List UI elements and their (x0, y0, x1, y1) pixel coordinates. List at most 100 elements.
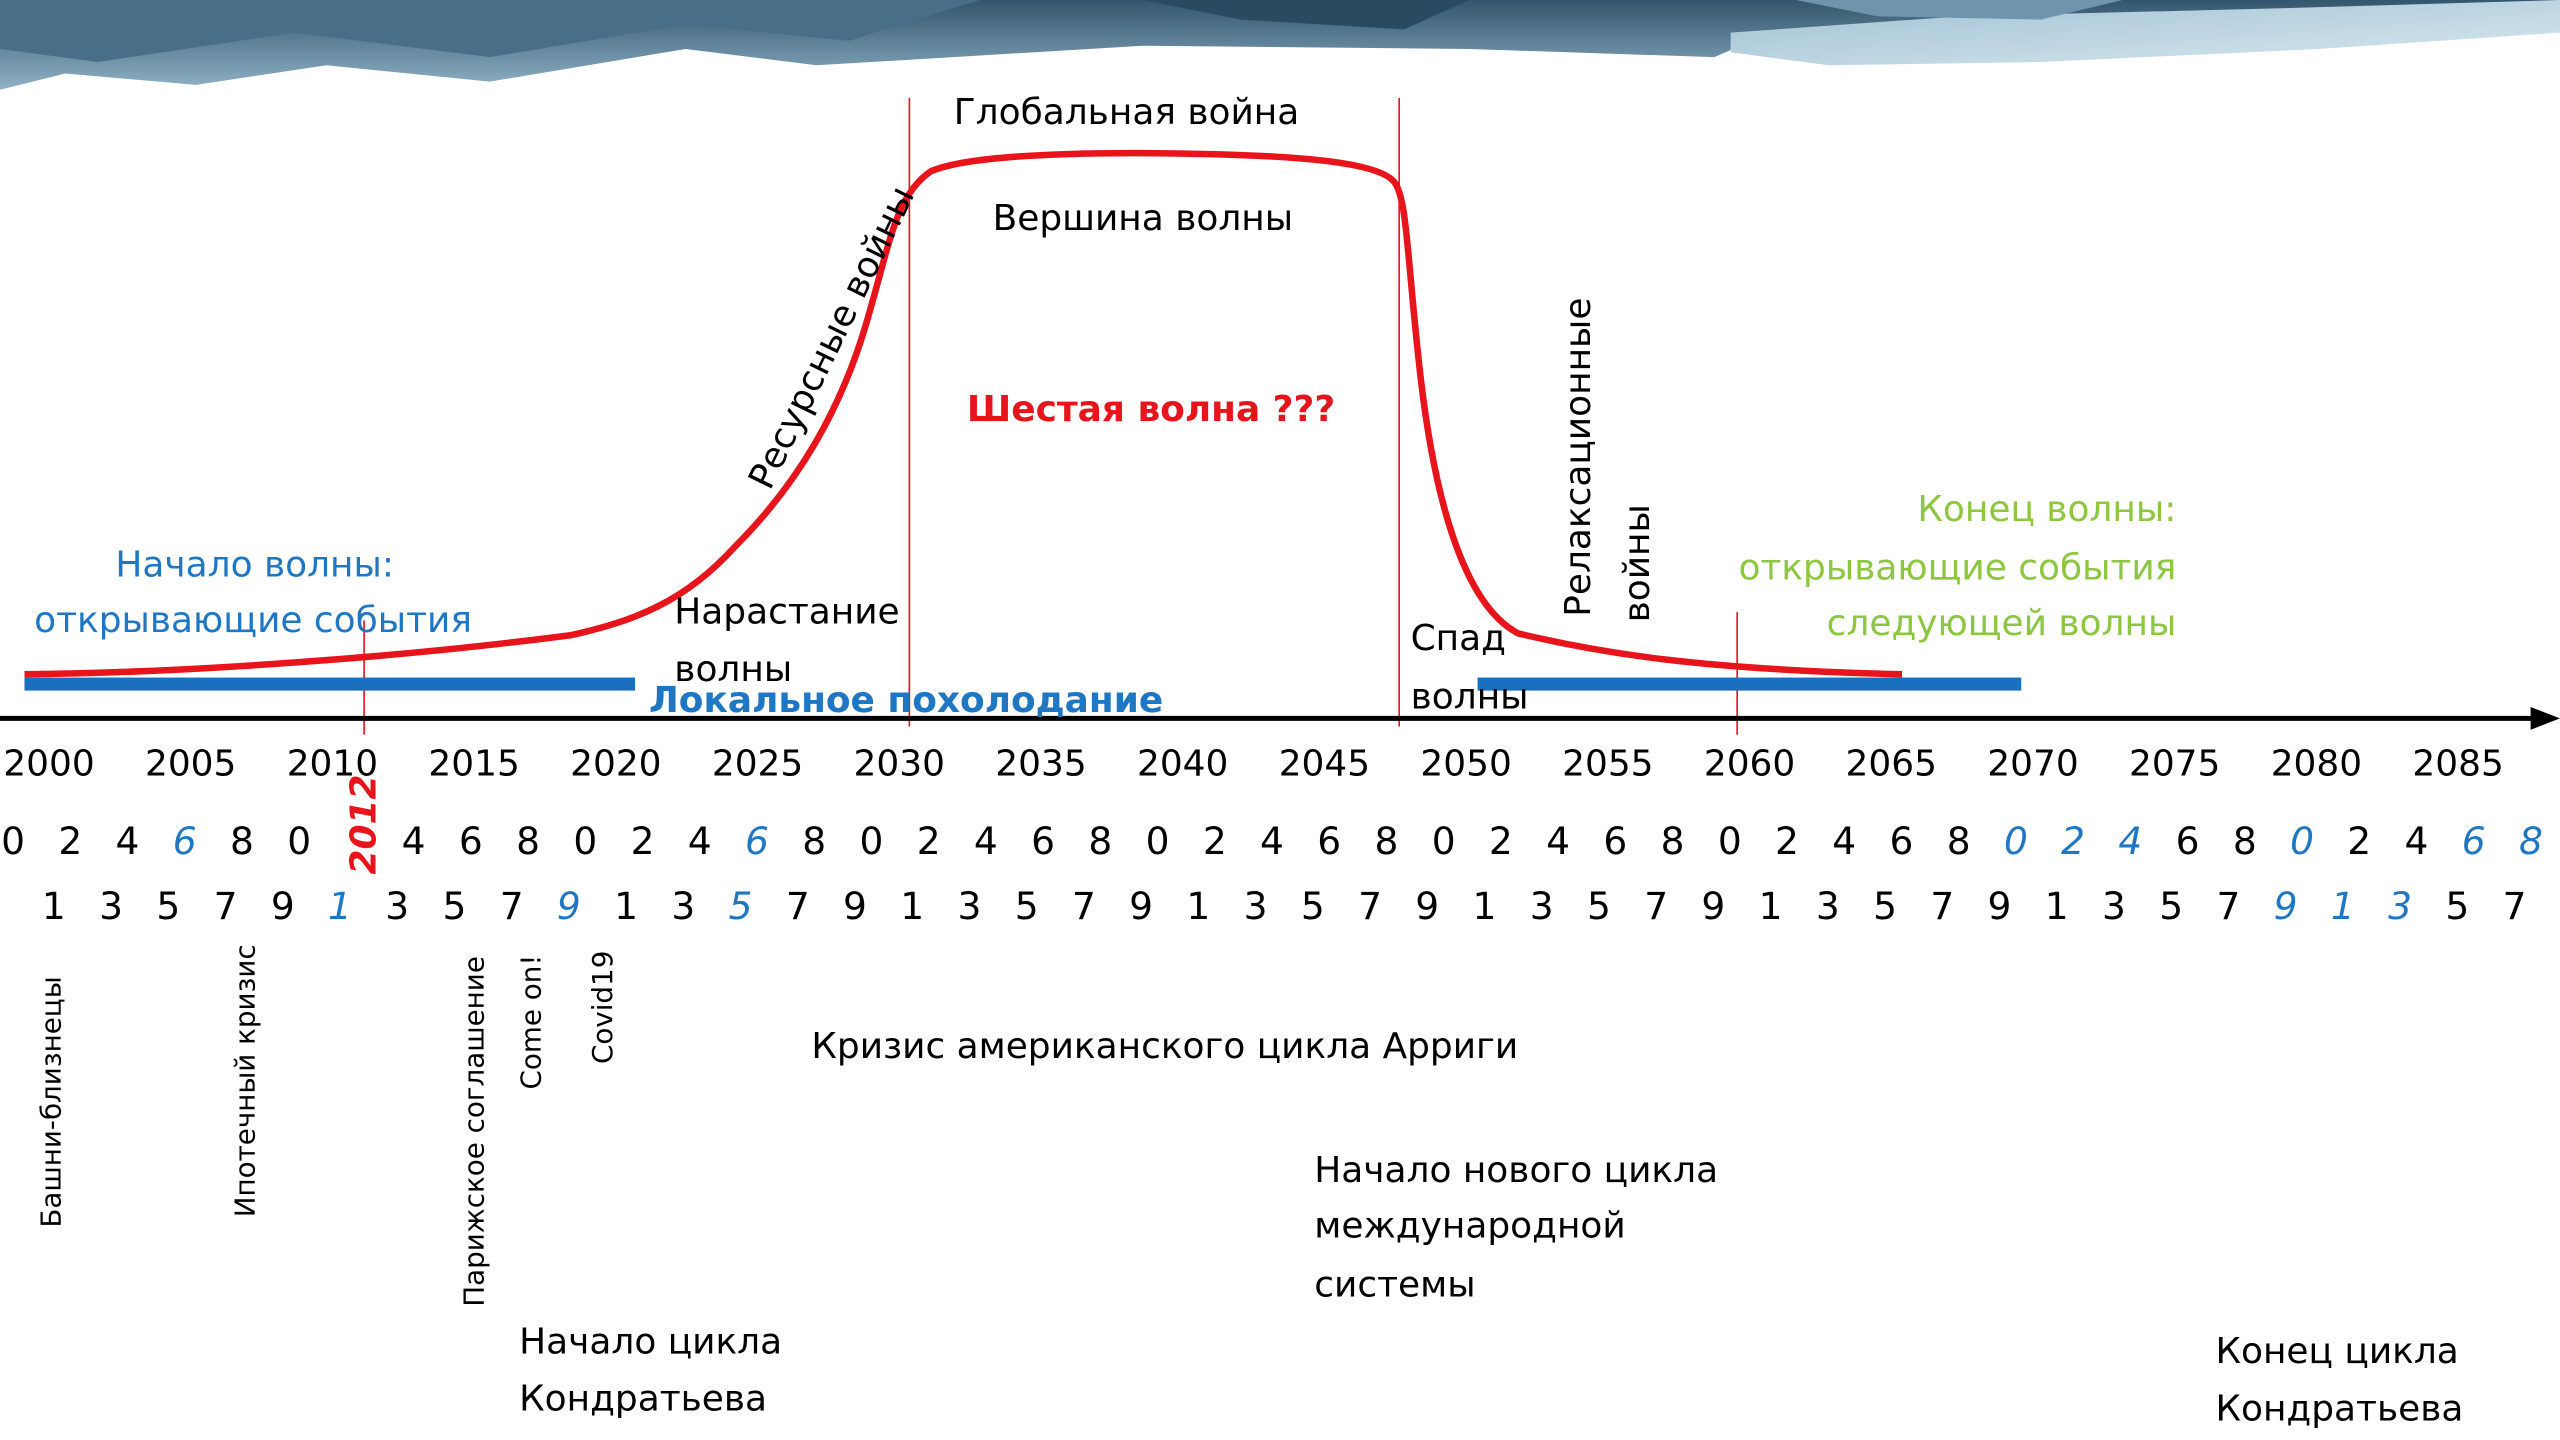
digit: 6 (2462, 819, 2486, 863)
digit: 3 (671, 884, 695, 928)
year-label: 2020 (570, 744, 661, 785)
event-label: Башни-близнецы (34, 976, 67, 1227)
digit: 6 (173, 819, 197, 863)
digit: 1 (614, 884, 638, 928)
digit: 0 (1718, 819, 1742, 863)
wave-label: Глобальная война (954, 92, 1300, 133)
digit: 7 (2503, 884, 2527, 928)
digit: 0 (1432, 819, 1456, 863)
digit: 4 (116, 819, 140, 863)
digit: 6 (745, 819, 769, 863)
digit: 4 (2118, 819, 2142, 863)
digit: 7 (500, 884, 524, 928)
wave-label: Локальное похолодание (649, 680, 1163, 721)
year-label: 2025 (712, 744, 803, 785)
digit: 8 (1088, 819, 1112, 863)
event-label: Ипотечный кризис (229, 944, 262, 1217)
year-label: 2075 (2129, 744, 2220, 785)
digit: 3 (385, 884, 409, 928)
digit: 0 (2004, 819, 2028, 863)
digit: 8 (2519, 819, 2543, 863)
digit: 3 (2388, 884, 2412, 928)
year-label: 2000 (3, 744, 94, 785)
digit: 6 (2176, 819, 2200, 863)
digit: 6 (1890, 819, 1914, 863)
digit: 9 (1415, 884, 1439, 928)
year-label: 2085 (2412, 744, 2503, 785)
digit: 8 (1375, 819, 1399, 863)
digit: 5 (1873, 884, 1897, 928)
cooling-bar (24, 678, 635, 691)
digit: 9 (271, 884, 295, 928)
digit: 0 (2290, 819, 2314, 863)
digit: 2 (1489, 819, 1513, 863)
digit: 0 (573, 819, 597, 863)
year-label: 2070 (1987, 744, 2078, 785)
digit: 0 (1146, 819, 1170, 863)
year-label: 2060 (1704, 744, 1795, 785)
digit: 5 (1015, 884, 1039, 928)
digit: 5 (729, 884, 753, 928)
digit: 7 (214, 884, 238, 928)
event-label: Парижское соглашение (457, 956, 490, 1307)
digit: 5 (443, 884, 467, 928)
note: Кризис американского цикла Арриги (811, 1026, 1518, 1067)
digit: 3 (1244, 884, 1268, 928)
digit: 2 (1775, 819, 1799, 863)
digit: 9 (557, 884, 581, 928)
digit: 8 (516, 819, 540, 863)
digit: 4 (1832, 819, 1856, 863)
digit: 7 (1644, 884, 1668, 928)
digit: 8 (1947, 819, 1971, 863)
note: Конец цикла (2216, 1331, 2459, 1372)
note: Кондратьева (519, 1379, 767, 1420)
digit: 9 (1129, 884, 1153, 928)
digit: 2 (631, 819, 655, 863)
wave-label: Начало волны: (115, 544, 394, 585)
digit: 4 (1260, 819, 1284, 863)
digit: 9 (1988, 884, 2012, 928)
digit: 4 (974, 819, 998, 863)
digit: 4 (402, 819, 426, 863)
digit: 3 (1816, 884, 1840, 928)
digit: 1 (2331, 884, 2355, 928)
digit: 7 (1072, 884, 1096, 928)
wave-label: Спад (1411, 618, 1506, 659)
digit: 3 (99, 884, 123, 928)
wave-label: Релаксационные (1558, 298, 1599, 617)
digit: 6 (459, 819, 483, 863)
digit: 5 (1301, 884, 1325, 928)
digit: 7 (1358, 884, 1382, 928)
year-label: 2030 (854, 744, 945, 785)
digit: 3 (958, 884, 982, 928)
digit: 9 (2274, 884, 2298, 928)
wave-label: открывающие события (1738, 548, 2176, 589)
wave-label: Ресурсные войны (741, 180, 923, 495)
digit: 3 (2102, 884, 2126, 928)
timeline-diagram: Глобальная война Вершина волны Шестая во… (0, 0, 2560, 1440)
note: Начало нового цикла (1314, 1150, 1718, 1191)
digit: 7 (1930, 884, 1954, 928)
digit: 0 (287, 819, 311, 863)
year-label: 2040 (1137, 744, 1228, 785)
digit: 1 (1186, 884, 1210, 928)
digit: 1 (42, 884, 66, 928)
event-label: Come on! (514, 955, 547, 1090)
digit: 1 (1759, 884, 1783, 928)
digit: 6 (1603, 819, 1627, 863)
digit: 9 (1701, 884, 1725, 928)
digit: 5 (156, 884, 180, 928)
digit: 6 (1317, 819, 1341, 863)
digit: 0 (859, 819, 883, 863)
year-label: 2080 (2271, 744, 2362, 785)
digit: 9 (843, 884, 867, 928)
wave-label: следующей волны (1827, 603, 2177, 644)
digit: 4 (688, 819, 712, 863)
digit: 4 (2405, 819, 2429, 863)
digit: 5 (2159, 884, 2183, 928)
note: международной (1314, 1206, 1625, 1247)
note: Начало цикла (519, 1321, 782, 1362)
digit: 0 (1, 819, 25, 863)
digit: 1 (2045, 884, 2069, 928)
year-label: 2015 (428, 744, 519, 785)
